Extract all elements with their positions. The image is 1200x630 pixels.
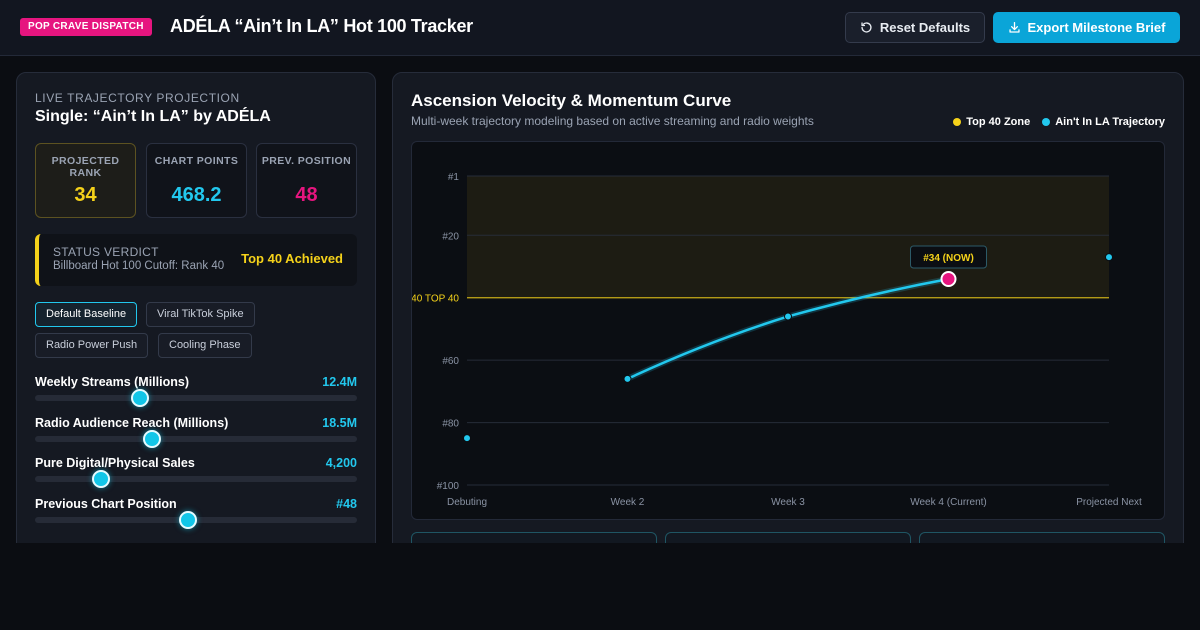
slider-radio-reach: Radio Audience Reach (Millions) 18.5M — [35, 416, 357, 448]
single-title: Single: “Ain’t In LA” by ADÉLA — [35, 108, 271, 125]
slider-weekly-streams: Weekly Streams (Millions) 12.4M — [35, 375, 357, 407]
slider-track[interactable] — [35, 389, 357, 407]
slider-thumb[interactable] — [178, 511, 197, 529]
slider-sales: Pure Digital/Physical Sales 4,200 — [35, 456, 357, 488]
preset-viral-tiktok-spike[interactable]: Viral TikTok Spike — [146, 302, 255, 327]
y-tick-label: 40 TOP 40 — [412, 294, 459, 305]
x-tick-label: Projected Next — [1076, 497, 1142, 508]
stat-chart-points: CHART POINTS 468.2 — [146, 143, 247, 218]
current-position-point — [940, 271, 957, 287]
slider-thumb[interactable] — [142, 430, 161, 448]
chart-title: Ascension Velocity & Momentum Curve — [411, 91, 732, 110]
slider-thumb[interactable] — [130, 389, 149, 407]
data-point — [623, 374, 632, 383]
slider-value: #48 — [336, 497, 357, 511]
reset-defaults-button[interactable]: Reset Defaults — [845, 12, 985, 43]
y-tick-label: #60 — [442, 356, 459, 367]
x-tick-label: Week 3 — [771, 497, 805, 508]
export-milestone-button[interactable]: Export Milestone Brief — [993, 12, 1180, 43]
stat-label: CHART POINTS — [154, 155, 239, 167]
export-milestone-label: Export Milestone Brief — [1027, 20, 1166, 35]
y-tick-label: #100 — [437, 481, 460, 492]
slider-previous-position: Previous Chart Position #48 — [35, 497, 357, 529]
slider-value: 4,200 — [325, 456, 357, 470]
reset-icon — [860, 21, 873, 34]
x-tick-label: Week 2 — [611, 497, 645, 508]
data-point — [463, 434, 471, 443]
chart-area: #1 #20 40 TOP 40 #60 #80 #100 Debuting Week 2 We… — [411, 141, 1165, 520]
legend-swatch — [1042, 118, 1051, 126]
trajectory-chart: #1 #20 40 TOP 40 #60 #80 #100 Debuting Week 2 We… — [412, 172, 1142, 508]
status-verdict: STATUS VERDICT Billboard Hot 100 Cutoff:… — [35, 234, 357, 286]
brand-badge: POP CRAVE DISPATCH — [20, 18, 152, 36]
slider-label: Radio Audience Reach (Millions) — [35, 416, 229, 430]
stat-projected-rank: PROJECTED RANK 34 — [35, 143, 136, 218]
verdict-value: Top 40 Achieved — [241, 251, 343, 266]
preset-cooling-phase[interactable]: Cooling Phase — [158, 333, 252, 358]
stat-previous-position: PREV. POSITION 48 — [256, 143, 357, 218]
legend-label: Top 40 Zone — [966, 116, 1031, 128]
slider-track[interactable] — [35, 470, 357, 488]
y-tick-label: #80 — [442, 419, 459, 430]
slider-label: Previous Chart Position — [35, 497, 177, 511]
download-icon — [1008, 21, 1021, 34]
verdict-title: STATUS VERDICT — [53, 245, 159, 259]
preset-radio-power-push[interactable]: Radio Power Push — [35, 333, 149, 358]
stat-value: 48 — [295, 184, 318, 206]
data-point — [784, 312, 792, 321]
y-tick-label: #1 — [448, 172, 460, 183]
slider-value: 18.5M — [322, 416, 357, 430]
slider-label: Weekly Streams (Millions) — [35, 375, 189, 389]
panel-eyebrow: LIVE TRAJECTORY PROJECTION — [35, 91, 240, 105]
y-tick-label: #20 — [442, 231, 459, 242]
projection-panel: LIVE TRAJECTORY PROJECTION Single: “Ain’… — [16, 72, 376, 562]
annotation-label: #34 (NOW) — [923, 253, 974, 264]
preset-default-baseline[interactable]: Default Baseline — [35, 302, 138, 327]
verdict-subtitle: Billboard Hot 100 Cutoff: Rank 40 — [53, 260, 225, 272]
stat-value: 34 — [74, 184, 97, 206]
page-bottom — [0, 543, 1200, 630]
stat-label: PROJECTED RANK — [51, 155, 120, 179]
annotation-box — [910, 245, 987, 269]
x-tick-label: Week 4 (Current) — [910, 497, 987, 508]
legend-top40-zone: Top 40 Zone — [953, 116, 1030, 128]
page-title: ADÉLA “Ain’t In LA” Hot 100 Tracker — [170, 16, 473, 36]
reset-defaults-label: Reset Defaults — [879, 20, 971, 35]
stat-label: PREV. POSITION — [261, 155, 352, 167]
legend-label: Ain't In LA Trajectory — [1055, 116, 1165, 128]
data-point — [1105, 253, 1113, 262]
legend-swatch — [953, 118, 962, 126]
slider-label: Pure Digital/Physical Sales — [35, 456, 195, 470]
slider-track[interactable] — [35, 430, 357, 448]
momentum-panel: Ascension Velocity & Momentum Curve Mult… — [392, 72, 1184, 572]
stat-value: 468.2 — [171, 184, 222, 206]
slider-track[interactable] — [35, 511, 357, 529]
legend-trajectory: Ain't In LA Trajectory — [1042, 116, 1165, 128]
top40-zone — [467, 176, 1109, 298]
chart-legend: Top 40 Zone Ain't In LA Trajectory — [953, 116, 1165, 128]
x-tick-label: Debuting — [447, 497, 487, 508]
slider-thumb[interactable] — [92, 470, 110, 488]
slider-value: 12.4M — [322, 375, 357, 389]
chart-subtitle: Multi-week trajectory modeling based on … — [411, 114, 814, 128]
top-bar: POP CRAVE DISPATCH ADÉLA “Ain’t In LA” H… — [0, 0, 1200, 56]
